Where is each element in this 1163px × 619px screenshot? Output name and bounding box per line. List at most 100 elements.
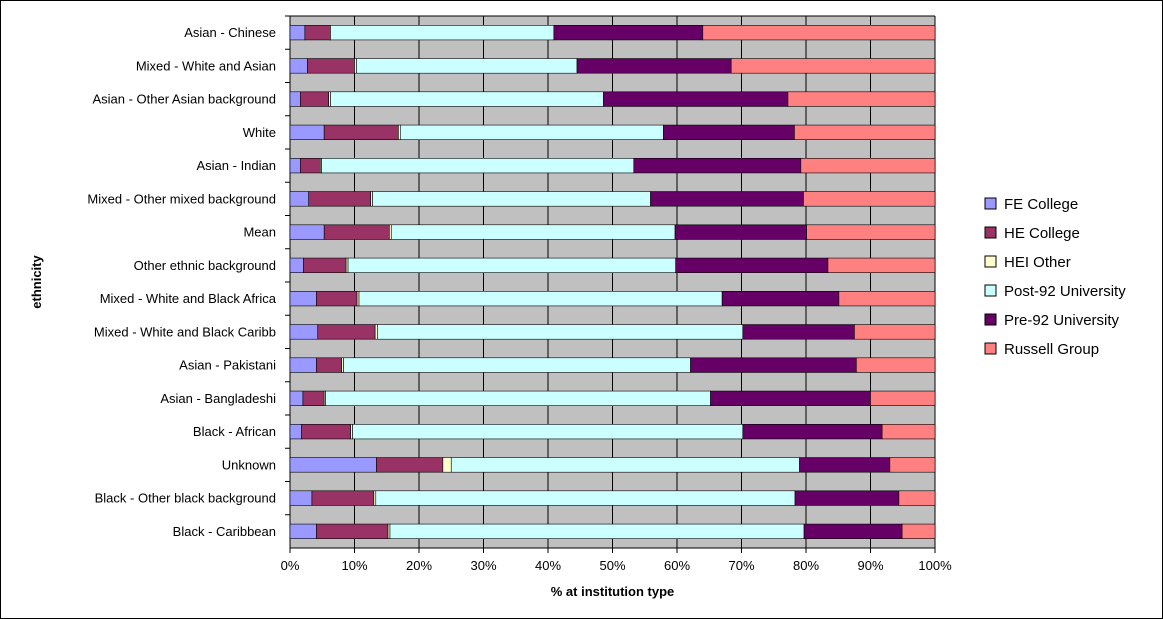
bar-black-african-russell-group <box>881 424 936 440</box>
legend-swatch-russell-group <box>984 342 997 355</box>
category-label-other-ethnic-background: Other ethnic background <box>134 258 276 273</box>
category-label-black-other-black-background: Black - Other black background <box>95 491 276 506</box>
bar-mixed-white-and-asian-he-college <box>307 58 355 74</box>
legend-swatch-he-college <box>984 226 997 239</box>
bar-unknown-russell-group <box>889 457 936 473</box>
bar-mixed-white-and-black-caribb-fe-college <box>289 324 319 340</box>
bar-mixed-white-and-asian-pre-92-university <box>576 58 732 74</box>
category-label-black-african: Black - African <box>193 424 276 439</box>
bar-mixed-white-and-asian-fe-college <box>289 58 308 74</box>
bar-mixed-white-and-black-caribb-he-college <box>317 324 376 340</box>
bar-asian-chinese-fe-college <box>289 25 306 41</box>
legend-swatch-post-92-university <box>984 284 997 297</box>
bar-asian-pakistani-russell-group <box>856 357 936 373</box>
bar-mean-pre-92-university <box>674 224 807 240</box>
x-axis-title: % at institution type <box>551 584 675 599</box>
bar-mixed-white-and-asian-post-92-university <box>356 58 578 74</box>
legend-swatch-hei-other <box>984 255 997 268</box>
bar-mixed-other-mixed-background-post-92-university <box>372 191 651 207</box>
x-tick-label-4: 40% <box>535 558 561 573</box>
legend-label-post-92-university: Post-92 University <box>1004 283 1126 300</box>
x-tick-label-3: 30% <box>470 558 496 573</box>
bar-black-other-black-background-post-92-university <box>375 490 796 506</box>
x-tick-label-9: 90% <box>857 558 883 573</box>
bar-white-fe-college <box>289 124 325 140</box>
bar-asian-other-asian-background-fe-college <box>289 91 301 107</box>
x-tick-label-0: 0% <box>281 558 300 573</box>
bar-asian-indian-russell-group <box>800 158 936 174</box>
bar-black-other-black-background-russell-group <box>898 490 936 506</box>
bar-asian-indian-pre-92-university <box>633 158 802 174</box>
legend-label-hei-other: HEI Other <box>1004 254 1071 271</box>
bar-mixed-white-and-black-caribb-pre-92-university <box>742 324 855 340</box>
x-tick-label-6: 60% <box>664 558 690 573</box>
bar-asian-bangladeshi-pre-92-university <box>710 390 871 406</box>
bar-unknown-hei-other <box>442 457 452 473</box>
category-label-asian-pakistani: Asian - Pakistani <box>179 358 276 373</box>
bar-asian-other-asian-background-russell-group <box>787 91 936 107</box>
bar-asian-pakistani-post-92-university <box>343 357 691 373</box>
legend-label-he-college: HE College <box>1004 225 1080 242</box>
legend-label-russell-group: Russell Group <box>1004 341 1099 358</box>
bar-black-caribbean-post-92-university <box>389 523 805 539</box>
category-label-asian-other-asian-background: Asian - Other Asian background <box>92 92 276 107</box>
bar-asian-indian-he-college <box>300 158 321 174</box>
bar-mixed-other-mixed-background-fe-college <box>289 191 310 207</box>
bar-white-he-college <box>323 124 399 140</box>
category-label-asian-chinese: Asian - Chinese <box>184 25 276 40</box>
x-tick-label-10: 100% <box>918 558 952 573</box>
bar-other-ethnic-background-pre-92-university <box>675 257 829 273</box>
bar-asian-chinese-russell-group <box>702 25 936 41</box>
category-label-mean: Mean <box>243 225 276 240</box>
bar-mixed-white-and-black-caribb-post-92-university <box>377 324 744 340</box>
category-label-mixed-white-and-black-africa: Mixed - White and Black Africa <box>100 291 277 306</box>
bar-mixed-white-and-black-africa-fe-college <box>289 291 317 307</box>
bar-black-caribbean-russell-group <box>901 523 936 539</box>
bar-white-pre-92-university <box>663 124 795 140</box>
category-label-mixed-other-mixed-background: Mixed - Other mixed background <box>87 191 276 206</box>
bar-black-caribbean-he-college <box>316 523 389 539</box>
bar-asian-bangladeshi-russell-group <box>870 390 936 406</box>
bar-mixed-white-and-black-caribb-hei-other <box>374 324 379 340</box>
bar-mean-he-college <box>323 224 390 240</box>
bar-mixed-other-mixed-background-russell-group <box>803 191 936 207</box>
bar-mixed-white-and-black-africa-russell-group <box>838 291 936 307</box>
bar-black-caribbean-pre-92-university <box>803 523 903 539</box>
x-tick-label-2: 20% <box>406 558 432 573</box>
bar-black-other-black-background-pre-92-university <box>794 490 900 506</box>
bar-unknown-fe-college <box>289 457 377 473</box>
bar-asian-other-asian-background-pre-92-university <box>603 91 789 107</box>
x-tick-label-7: 70% <box>728 558 754 573</box>
bar-asian-other-asian-background-he-college <box>300 91 330 107</box>
bar-mixed-white-and-black-caribb-russell-group <box>854 324 936 340</box>
bar-mixed-white-and-black-africa-he-college <box>316 291 358 307</box>
bar-asian-other-asian-background-post-92-university <box>330 91 604 107</box>
bar-mixed-white-and-asian-russell-group <box>730 58 936 74</box>
bar-asian-bangladeshi-he-college <box>302 390 325 406</box>
bar-asian-bangladeshi-post-92-university <box>325 390 711 406</box>
bar-mean-russell-group <box>806 224 936 240</box>
bar-black-african-pre-92-university <box>742 424 883 440</box>
bar-mixed-other-mixed-background-he-college <box>308 191 371 207</box>
bar-other-ethnic-background-post-92-university <box>347 257 677 273</box>
bar-asian-chinese-post-92-university <box>330 25 555 41</box>
bar-black-caribbean-fe-college <box>289 523 317 539</box>
bar-asian-bangladeshi-fe-college <box>289 390 304 406</box>
category-label-unknown: Unknown <box>222 457 276 472</box>
x-tick-label-8: 80% <box>793 558 819 573</box>
bar-mixed-white-and-black-africa-post-92-university <box>358 291 723 307</box>
bar-mean-fe-college <box>289 224 325 240</box>
bar-asian-pakistani-he-college <box>316 357 342 373</box>
x-tick-label-5: 50% <box>599 558 625 573</box>
bar-black-african-post-92-university <box>352 424 744 440</box>
y-axis-title: ethnicity <box>29 255 44 309</box>
bar-black-african-fe-college <box>289 424 302 440</box>
bar-mixed-white-and-black-africa-pre-92-university <box>721 291 840 307</box>
category-label-asian-bangladeshi: Asian - Bangladeshi <box>160 391 276 406</box>
bar-asian-pakistani-fe-college <box>289 357 317 373</box>
legend-swatch-fe-college <box>984 197 997 210</box>
category-label-white: White <box>243 125 276 140</box>
bar-asian-chinese-he-college <box>304 25 330 41</box>
bar-asian-pakistani-pre-92-university <box>690 357 857 373</box>
